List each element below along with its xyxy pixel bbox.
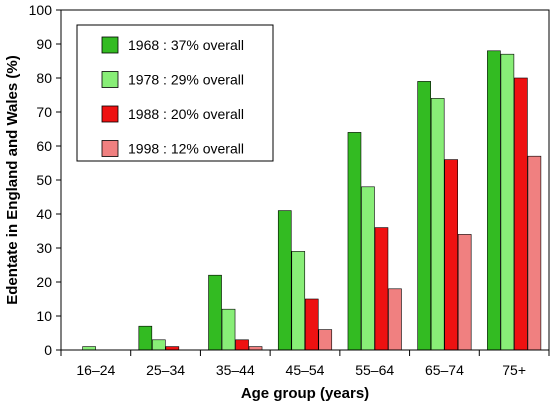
bar [291,251,306,351]
x-tick-label: 25–34 [146,362,185,378]
bar [221,308,236,351]
y-tick-label: 100 [29,2,53,18]
bar [152,339,166,351]
axes-group: 0 10 20 30 40 50 60 70 80 90 100 16–24 25–34 35–44 45–… [29,2,550,378]
y-tick-label: 20 [36,274,52,290]
bar [430,98,445,351]
bar [361,186,375,351]
y-axis-title: Edentate in England and Wales (%) [4,55,21,304]
bar [165,346,180,351]
bar [248,346,263,351]
bar [277,210,292,351]
y-tick-label: 30 [36,240,52,256]
y-tick-label: 80 [36,70,52,86]
legend-label: 1968 : 37% overall [128,37,244,53]
y-tick-label: 40 [36,206,52,222]
x-tick-label: 65–74 [425,362,464,378]
bar [527,155,542,351]
legend-swatch [101,105,119,123]
bar [500,53,515,351]
x-tick-label: 16–24 [76,362,115,378]
legend-label: 1978 : 29% overall [128,72,244,88]
legend-swatch [101,36,119,54]
bar [318,329,333,351]
bar [444,159,458,351]
bar [417,81,431,351]
bar [347,132,362,351]
bar [82,346,96,351]
bar [388,288,402,351]
bars-group [82,50,542,351]
y-tick-label: 10 [36,308,52,324]
x-tick-label: 75+ [502,362,526,378]
y-tick-label: 50 [36,172,52,188]
y-tick-label: 90 [36,36,52,52]
y-tick-label: 60 [36,138,52,154]
bar [487,50,501,351]
legend-label: 1988 : 20% overall [128,106,244,122]
bar [138,325,153,351]
legend-label: 1998 : 12% overall [128,141,244,157]
legend: 1968 : 37% overall 1978 : 29% overall 1988… [76,24,274,162]
bar [208,274,222,351]
bar [304,298,319,351]
bar [514,77,528,351]
x-tick-label: 45–54 [286,362,325,378]
y-tick-label: 0 [44,342,52,358]
legend-swatch [101,140,119,157]
bar [457,234,472,351]
bar [235,339,249,351]
x-axis-title: Age group (years) [241,385,369,402]
y-tick-label: 70 [36,104,52,120]
x-tick-label: 55–64 [355,362,394,378]
bar [374,227,389,351]
legend-swatch [101,71,119,88]
x-tick-label: 35–44 [216,362,255,378]
